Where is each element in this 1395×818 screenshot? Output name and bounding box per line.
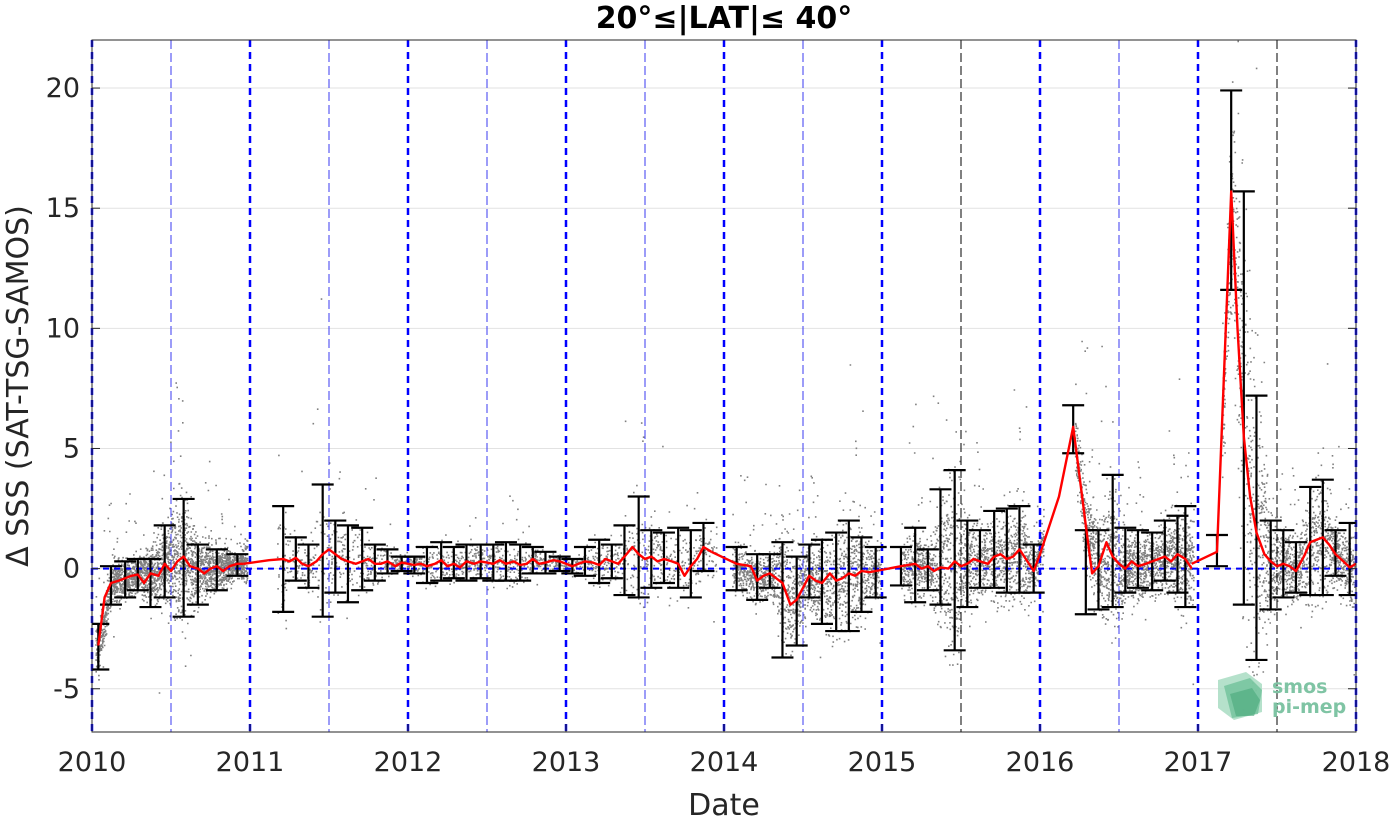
x-tick-label: 2018 — [1322, 747, 1391, 778]
x-tick-label: 2017 — [1164, 747, 1233, 778]
y-tick-label: 0 — [63, 554, 80, 585]
chart-title: 20°≤|LAT|≤ 40° — [596, 1, 853, 36]
y-axis-label: Δ SSS (SAT-TSG-SAMOS) — [1, 205, 36, 567]
x-tick-label: 2016 — [1006, 747, 1075, 778]
scatter-point-cloud — [95, 40, 1356, 711]
y-tick-label: 20 — [46, 73, 80, 104]
logo-text-line2: pi-mep — [1272, 696, 1346, 718]
mean-line — [97, 555, 244, 646]
x-tick-label: 2012 — [374, 747, 443, 778]
y-tick-label: -5 — [53, 674, 80, 705]
y-axis: -5 0 5 10 15 20 — [46, 73, 1356, 705]
y-tick-label: 15 — [46, 193, 80, 224]
mean-line — [710, 550, 876, 606]
x-axis-label: Date — [688, 788, 760, 818]
logo-text-line1: smos — [1272, 676, 1327, 698]
mean-series — [97, 190, 1356, 646]
x-tick-label: 2011 — [216, 747, 285, 778]
mean-line — [875, 425, 1193, 575]
y-tick-label: 10 — [46, 313, 80, 344]
x-tick-label: 2013 — [532, 747, 601, 778]
logo-mark-icon — [1218, 672, 1262, 720]
smos-pimep-logo: smos pi-mep — [1218, 672, 1346, 720]
y-tick-label: 5 — [63, 433, 80, 464]
scatter-points — [95, 40, 1356, 711]
x-axis: 2010 2011 2012 2013 2014 2015 2016 2017 2018 — [58, 724, 1391, 778]
x-tick-label: 2010 — [58, 747, 127, 778]
x-tick-label: 2015 — [848, 747, 917, 778]
mean-line — [243, 545, 713, 577]
mean-line — [1191, 190, 1356, 573]
x-tick-label: 2014 — [690, 747, 759, 778]
